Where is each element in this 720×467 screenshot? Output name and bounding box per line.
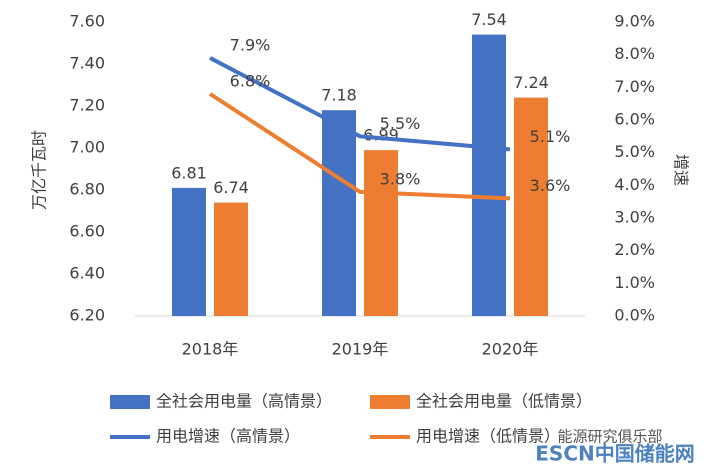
bar-value-label: 7.54 <box>471 10 507 29</box>
line-value-label: 3.6% <box>530 176 571 195</box>
y-tick-label: 6.60 <box>69 222 105 241</box>
y-tick-label: 7.60 <box>69 12 105 31</box>
x-tick-label: 2018年 <box>182 340 239 359</box>
y2-tick-label: 7.0% <box>614 77 655 96</box>
y2-tick-label: 8.0% <box>614 44 655 63</box>
watermark: 能源研究俱乐部 <box>557 428 662 446</box>
line-value-label: 5.1% <box>530 127 571 146</box>
x-tick-label: 2020年 <box>482 340 539 359</box>
y-tick-label: 7.20 <box>69 96 105 115</box>
legend-label: 全社会用电量（高情景） <box>156 392 332 411</box>
line-value-label: 3.8% <box>380 169 421 188</box>
bar-value-label: 6.74 <box>213 178 249 197</box>
legend-label: 用电增速（高情景） <box>156 427 300 446</box>
legend-swatch <box>370 395 410 409</box>
bar-value-label: 6.81 <box>171 163 207 182</box>
line-value-label: 6.8% <box>230 71 271 90</box>
y2-tick-label: 6.0% <box>614 110 655 129</box>
bar <box>472 34 506 316</box>
y2-tick-label: 5.0% <box>614 142 655 161</box>
y2-tick-label: 0.0% <box>614 306 655 325</box>
bar-value-label: 7.24 <box>513 73 549 92</box>
line-value-label: 5.5% <box>380 114 421 133</box>
watermark: ESCN中国储能网 <box>535 442 694 466</box>
y2-tick-label: 9.0% <box>614 12 655 31</box>
bar <box>514 97 548 316</box>
y2-axis-label: 增速 <box>672 154 691 186</box>
bar <box>364 150 398 316</box>
line <box>208 92 511 201</box>
bar <box>172 187 206 316</box>
legend-label: 全社会用电量（低情景） <box>416 392 592 411</box>
bar <box>322 110 356 316</box>
bar <box>214 202 248 316</box>
line <box>209 56 511 152</box>
y2-tick-label: 2.0% <box>614 240 655 259</box>
y2-tick-label: 3.0% <box>614 208 655 227</box>
y-tick-label: 7.40 <box>69 54 105 73</box>
y-axis-label: 万亿千瓦时 <box>30 130 49 210</box>
y-tick-label: 6.20 <box>69 306 105 325</box>
legend-swatch <box>110 395 150 409</box>
y2-tick-label: 4.0% <box>614 175 655 194</box>
legend-label: 用电增速（低情景） <box>416 427 560 446</box>
y-tick-label: 6.80 <box>69 180 105 199</box>
y-tick-label: 7.00 <box>69 138 105 157</box>
line-value-label: 7.9% <box>230 35 271 54</box>
bar-value-label: 7.18 <box>321 86 357 105</box>
y-tick-label: 6.40 <box>69 264 105 283</box>
y2-tick-label: 1.0% <box>614 273 655 292</box>
x-tick-label: 2019年 <box>332 340 389 359</box>
